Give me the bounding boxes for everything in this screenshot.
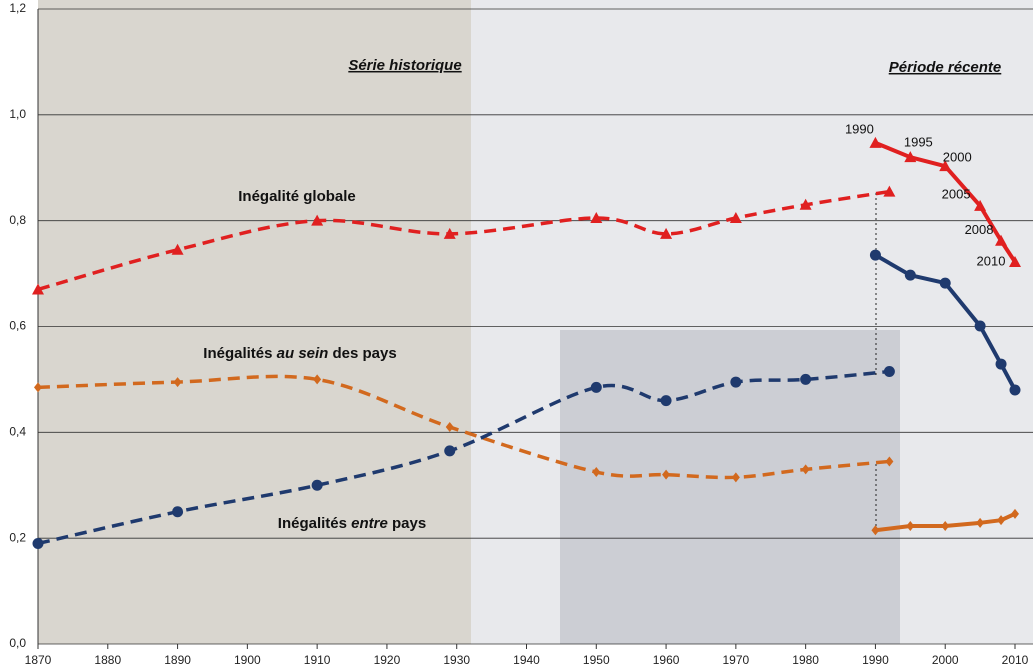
x-tick-label: 1980	[792, 653, 819, 667]
series-line	[37, 374, 890, 480]
marker	[869, 249, 881, 261]
section-header: Série historique	[348, 57, 461, 74]
marker	[904, 269, 916, 281]
marker	[590, 212, 603, 224]
marker	[883, 365, 895, 377]
marker	[997, 515, 1006, 526]
y-tick-label: 0,4	[9, 425, 26, 439]
marker	[729, 212, 742, 224]
x-tick-label: 1990	[862, 653, 889, 667]
right-background-shape	[560, 330, 900, 644]
annotation-part: Inégalités	[278, 515, 351, 532]
point-label: 2008	[965, 222, 994, 237]
marker	[995, 234, 1008, 246]
marker	[443, 227, 456, 239]
point-label: 2000	[943, 150, 972, 165]
marker	[311, 479, 323, 491]
annotation-part: entre	[351, 515, 388, 532]
x-tick-label: 1950	[583, 653, 610, 667]
annotation-part: Inégalité globale	[238, 188, 356, 205]
marker	[311, 214, 324, 226]
left-background	[38, 0, 471, 644]
marker	[974, 199, 987, 211]
marker	[1009, 384, 1021, 396]
x-tick-label: 1870	[25, 653, 52, 667]
marker	[730, 376, 742, 388]
point-label: 2010	[977, 253, 1006, 268]
marker	[662, 469, 671, 480]
marker	[799, 198, 812, 210]
x-tick-label: 1880	[94, 653, 121, 667]
y-tick-label: 1,2	[9, 1, 26, 15]
marker	[939, 277, 951, 289]
marker	[444, 445, 456, 457]
x-tick-label: 2000	[932, 653, 959, 667]
marker	[800, 373, 812, 385]
series-line	[37, 189, 890, 292]
x-tick-label: 1960	[653, 653, 680, 667]
y-tick-label: 0,8	[9, 213, 26, 227]
x-tick-label: 1970	[723, 653, 750, 667]
marker	[1009, 255, 1021, 267]
marker	[34, 382, 42, 393]
point-label: 1995	[904, 135, 933, 150]
marker	[592, 467, 601, 478]
x-tick-label: 1890	[164, 653, 191, 667]
x-tick-label: 1900	[234, 653, 261, 667]
annotation: Inégalités au sein des pays	[203, 345, 396, 362]
x-tick-label: 1920	[374, 653, 401, 667]
y-tick-label: 0,0	[9, 636, 26, 650]
y-tick-label: 1,0	[9, 107, 26, 121]
marker	[731, 472, 740, 483]
series-line	[37, 369, 890, 546]
marker	[172, 506, 184, 518]
annotation: Inégalités entre pays	[278, 515, 426, 532]
annotation: Inégalité globale	[238, 188, 356, 205]
annotation-part: pays	[388, 515, 426, 532]
marker	[974, 320, 986, 332]
point-label: 2005	[942, 186, 971, 201]
marker	[941, 520, 950, 531]
marker	[939, 160, 952, 172]
marker	[173, 377, 182, 388]
point-label: 1990	[845, 121, 874, 136]
marker	[906, 520, 915, 531]
marker	[995, 358, 1007, 370]
y-tick-label: 0,2	[9, 530, 26, 544]
marker	[976, 517, 985, 528]
marker	[171, 243, 184, 255]
marker	[32, 283, 44, 295]
annotation-part: Inégalités	[203, 345, 276, 362]
marker	[1011, 508, 1019, 519]
x-tick-label: 1940	[513, 653, 540, 667]
y-tick-label: 0,6	[9, 319, 26, 333]
marker	[445, 422, 454, 433]
x-tick-label: 2010	[1002, 653, 1029, 667]
marker	[590, 381, 602, 393]
marker	[32, 537, 44, 549]
marker	[883, 185, 896, 197]
annotation-part: des pays	[328, 345, 396, 362]
x-tick-label: 1910	[304, 653, 331, 667]
marker	[660, 227, 673, 239]
marker	[801, 464, 810, 475]
marker	[871, 525, 880, 536]
marker	[885, 456, 894, 467]
marker	[313, 374, 322, 385]
x-tick-label: 1930	[443, 653, 470, 667]
marker	[904, 151, 917, 163]
section-header: Période récente	[889, 59, 1002, 76]
annotation-part: au sein	[277, 345, 329, 362]
marker	[869, 136, 882, 148]
marker	[660, 395, 672, 407]
